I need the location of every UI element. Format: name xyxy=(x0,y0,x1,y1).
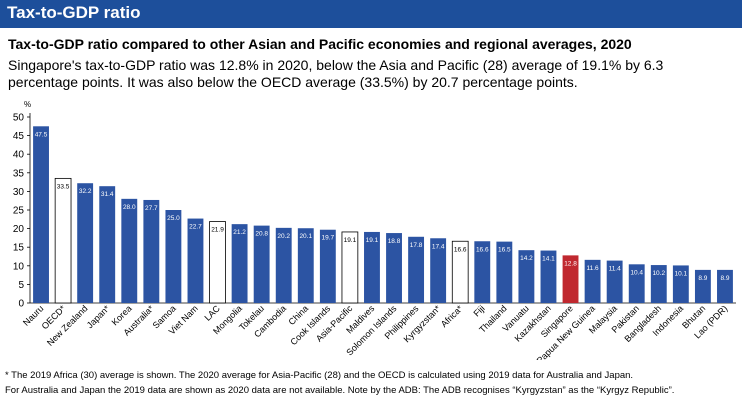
bar-bangladesh xyxy=(650,265,667,303)
bar-new-zealand xyxy=(77,183,94,303)
bar-cook-islands xyxy=(319,229,336,303)
bar-value-label: 31.4 xyxy=(101,191,114,198)
bar-samoa xyxy=(165,210,182,303)
bar-philippines xyxy=(408,236,425,303)
bar-value-label: 12.8 xyxy=(564,260,577,267)
bar-value-label: 28.0 xyxy=(123,204,136,211)
footnote-2: For Australia and Japan the 2019 data ar… xyxy=(5,385,675,396)
y-tick-label: 35 xyxy=(13,168,25,179)
bar-value-label: 8.9 xyxy=(698,275,707,282)
bar-value-label: 33.5 xyxy=(57,183,70,190)
y-tick-label: 5 xyxy=(18,280,24,291)
bar-indonesia xyxy=(672,265,689,303)
y-tick-label: 25 xyxy=(13,206,25,217)
bar-viet-nam xyxy=(187,218,204,303)
bar-chart: %0510152025303540455047.5Nauru33.5OECD*3… xyxy=(13,100,736,360)
bar-value-label: 19.1 xyxy=(366,237,379,244)
bar-vanuatu xyxy=(518,250,535,303)
bar-value-label: 47.5 xyxy=(35,131,48,138)
bar-value-label: 10.4 xyxy=(630,269,643,276)
bar-solomon-islands xyxy=(386,233,402,303)
y-tick-label: 0 xyxy=(18,299,24,310)
bar-australia xyxy=(143,199,160,303)
bar-value-label: 21.2 xyxy=(233,229,246,236)
bar-value-label: 10.2 xyxy=(652,270,665,277)
bar-maldives xyxy=(364,231,380,303)
bar-malaysia xyxy=(606,260,623,303)
bar-value-label: 16.5 xyxy=(498,247,511,254)
bar-kazakhstan xyxy=(540,250,557,303)
bar-value-label: 14.2 xyxy=(520,255,533,262)
bar-value-label: 8.9 xyxy=(720,275,729,282)
bar-value-label: 25.0 xyxy=(167,215,180,222)
bar-thailand xyxy=(496,241,513,303)
bar-nauru xyxy=(33,126,49,303)
bar-korea xyxy=(121,198,138,303)
banner-title: Tax-to-GDP ratio xyxy=(7,3,141,22)
bar-value-label: 22.7 xyxy=(189,224,202,231)
bar-value-label: 17.4 xyxy=(432,243,445,250)
bar-value-label: 16.6 xyxy=(476,246,489,253)
bar-value-label: 11.6 xyxy=(587,265,600,272)
y-axis-unit-label: % xyxy=(24,100,31,109)
bar-value-label: 10.1 xyxy=(675,270,688,277)
y-tick-label: 50 xyxy=(13,113,25,124)
bar-value-label: 19.7 xyxy=(322,235,335,242)
chart-subtitle: Tax-to-GDP ratio compared to other Asian… xyxy=(8,36,632,52)
bar-value-label: 20.2 xyxy=(277,233,290,240)
y-tick-label: 10 xyxy=(13,261,25,272)
y-tick-label: 30 xyxy=(13,187,25,198)
x-category-label: Fiji xyxy=(471,303,486,318)
bar-value-label: 21.9 xyxy=(211,227,224,234)
bar-value-label: 18.8 xyxy=(388,238,401,245)
bar-mongolia xyxy=(231,224,248,303)
bar-oecd xyxy=(54,177,72,304)
bar-value-label: 32.2 xyxy=(79,188,92,195)
bar-china xyxy=(297,228,314,303)
bar-value-label: 17.8 xyxy=(410,242,423,249)
chart-description: Singapore's tax-to-GDP ratio was 12.8% i… xyxy=(8,57,664,90)
bar-japan xyxy=(99,186,116,303)
bar-cambodia xyxy=(275,227,292,303)
bar-africa xyxy=(451,240,469,304)
bar-tokelau xyxy=(253,225,270,303)
footnote-1: * The 2019 Africa (30) average is shown.… xyxy=(5,370,634,381)
bar-kyrgyzstan xyxy=(430,238,447,303)
bar-papua-new-guinea xyxy=(584,259,601,303)
bar-bhutan xyxy=(694,269,711,303)
bar-singapore xyxy=(562,255,579,303)
bar-value-label: 11.4 xyxy=(609,266,622,273)
bar-value-label: 20.1 xyxy=(299,233,312,240)
bar-asia-pacific xyxy=(341,231,359,304)
bar-lac xyxy=(209,221,226,304)
x-category-label: Africa* xyxy=(439,303,465,329)
bar-value-label: 19.1 xyxy=(344,237,357,244)
bar-value-label: 20.8 xyxy=(255,231,268,238)
bar-value-label: 27.7 xyxy=(145,205,158,212)
y-tick-label: 15 xyxy=(13,243,25,254)
header-banner: Tax-to-GDP ratio xyxy=(0,0,742,28)
bar-lao-pdr xyxy=(717,269,733,303)
bar-value-label: 14.1 xyxy=(542,256,555,263)
bar-fiji xyxy=(474,241,491,303)
bar-pakistan xyxy=(628,264,645,303)
y-tick-label: 45 xyxy=(13,131,25,142)
x-category-label: Japan* xyxy=(85,303,112,330)
y-tick-label: 40 xyxy=(13,150,25,161)
y-tick-label: 20 xyxy=(13,224,25,235)
bar-value-label: 16.6 xyxy=(454,246,467,253)
